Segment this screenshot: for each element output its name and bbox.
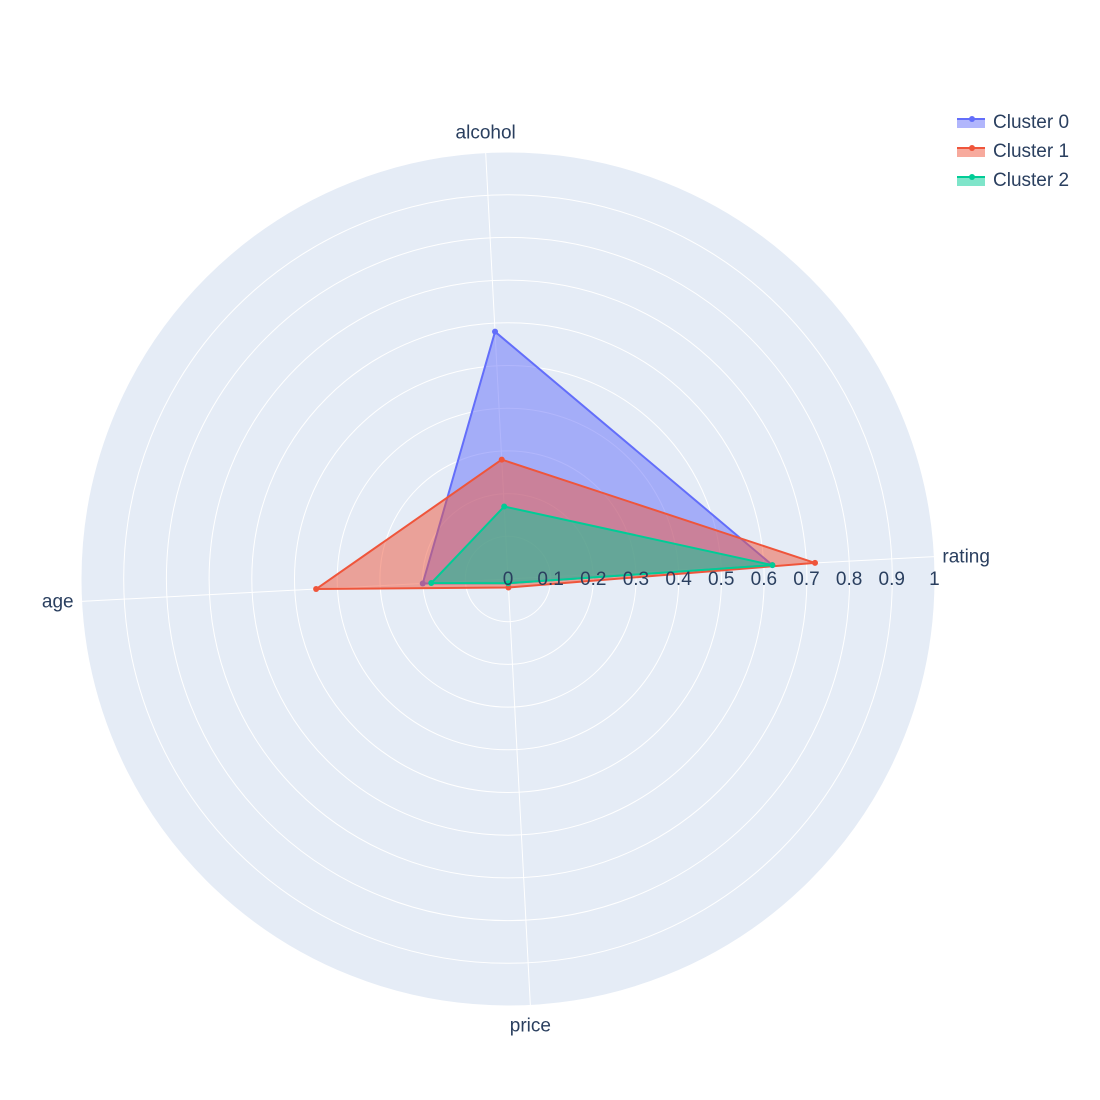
legend-item-cluster-0[interactable]: Cluster 0	[955, 108, 1069, 137]
radial-tick-label: 0.7	[793, 569, 819, 590]
data-point-cluster-1-rating[interactable]	[812, 559, 819, 566]
radial-tick-label: 0.3	[623, 569, 649, 590]
axis-label-alcohol: alcohol	[456, 123, 516, 144]
legend-label: Cluster 2	[993, 169, 1070, 191]
radial-tick-label: 0.9	[879, 569, 905, 590]
radial-tick-label: 0.6	[751, 569, 777, 590]
series-group	[313, 328, 819, 593]
radial-tick-labels: 0 0.1 0.2 0.3 0.4 0.5 0.6 0.7 0.8 0.9 1	[503, 569, 940, 590]
legend-swatch-cluster-2	[957, 173, 985, 186]
spoke-price	[507, 578, 531, 1006]
legend-label: Cluster 0	[993, 111, 1070, 133]
radial-tick-label: 0.2	[580, 569, 606, 590]
data-point-cluster-1-price[interactable]	[505, 584, 512, 591]
data-point-cluster-1-alcohol[interactable]	[498, 456, 505, 463]
radial-tick-label: 0.4	[665, 569, 692, 590]
axis-label-age: age	[42, 591, 74, 612]
radial-tick-label: 0.1	[537, 569, 563, 590]
grid-circle	[123, 194, 893, 964]
grid-circle	[80, 151, 936, 1007]
radial-tick-label: 1	[929, 569, 940, 590]
legend-swatch-cluster-1	[957, 144, 985, 157]
axis-label-rating: rating	[942, 547, 990, 568]
legend-item-cluster-2[interactable]: Cluster 2	[955, 166, 1069, 195]
data-point-cluster-0-alcohol[interactable]	[492, 328, 499, 335]
radial-tick-label: 0	[503, 569, 514, 590]
axis-labels: rating alcohol age price	[42, 123, 990, 1037]
legend-swatch-cluster-0	[957, 115, 985, 128]
grid-circle	[165, 236, 851, 922]
legend-item-cluster-1[interactable]: Cluster 1	[955, 137, 1069, 166]
data-point-cluster-2-price[interactable]	[505, 580, 512, 587]
data-point-cluster-2-alcohol[interactable]	[501, 503, 508, 510]
legend: Cluster 0 Cluster 1 Cluster 2	[955, 108, 1069, 195]
grid-circle	[251, 322, 765, 836]
radial-tick-label: 0.8	[836, 569, 862, 590]
radial-tick-label: 0.5	[708, 569, 734, 590]
axis-label-price: price	[510, 1015, 551, 1036]
data-point-cluster-1-age[interactable]	[313, 586, 320, 593]
data-point-cluster-2-rating[interactable]	[769, 562, 776, 569]
data-point-cluster-2-age[interactable]	[428, 580, 435, 587]
legend-label: Cluster 1	[993, 140, 1070, 162]
grid-circle	[208, 279, 808, 879]
